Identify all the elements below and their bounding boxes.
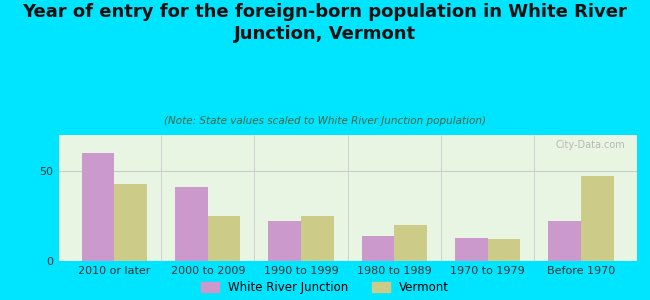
Bar	[395, 225, 427, 261]
Text: City-Data.com: City-Data.com	[556, 140, 625, 150]
Bar	[301, 216, 333, 261]
Bar	[549, 221, 581, 261]
Text: (Note: State values scaled to White River Junction population): (Note: State values scaled to White Rive…	[164, 116, 486, 125]
Bar	[114, 184, 147, 261]
Bar	[82, 153, 114, 261]
Legend: White River Junction, Vermont: White River Junction, Vermont	[201, 281, 449, 294]
Text: Year of entry for the foreign-born population in White River
Junction, Vermont: Year of entry for the foreign-born popul…	[23, 3, 627, 43]
Bar	[362, 236, 395, 261]
Bar	[581, 176, 614, 261]
Bar	[208, 216, 240, 261]
Bar	[455, 238, 488, 261]
Bar	[175, 187, 208, 261]
Bar	[488, 239, 521, 261]
Bar	[268, 221, 301, 261]
